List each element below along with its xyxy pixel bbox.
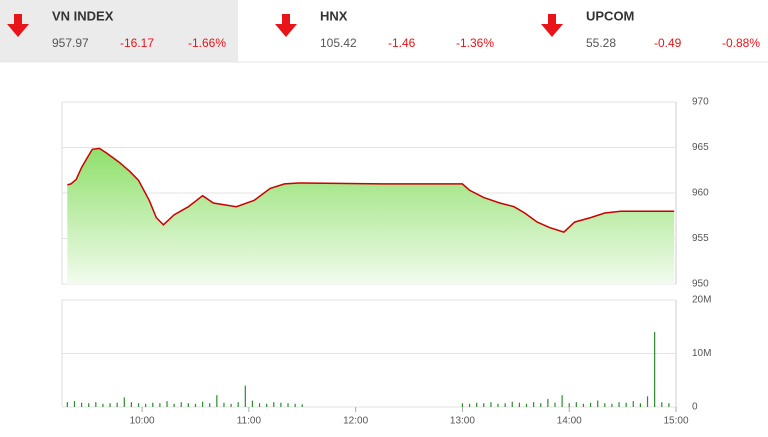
down-arrow xyxy=(7,14,29,37)
volume-bar xyxy=(518,402,520,407)
volume-bar xyxy=(287,403,289,407)
volume-bar xyxy=(554,402,556,407)
volume-bar xyxy=(159,403,161,407)
volume-bar xyxy=(102,403,104,407)
volume-bar xyxy=(187,403,189,407)
volume-bar xyxy=(625,402,627,407)
volume-bar xyxy=(244,385,246,407)
volume-bar xyxy=(618,402,620,407)
volume-bar xyxy=(294,403,296,407)
y-tick-label: 965 xyxy=(692,142,709,153)
volume-bar xyxy=(209,403,211,407)
price-line xyxy=(67,147,675,233)
index-name: UPCOM xyxy=(586,8,634,23)
volume-bar xyxy=(88,403,90,407)
volume-bar xyxy=(130,402,133,407)
index-value: 55.28 xyxy=(586,36,616,50)
volume-bar xyxy=(561,395,563,407)
volume-bar xyxy=(123,397,125,407)
y-tick-label: 960 xyxy=(692,188,709,199)
volume-bar xyxy=(476,402,478,407)
volume-bar xyxy=(525,403,528,407)
volume-bar xyxy=(95,402,97,407)
volume-bar xyxy=(280,402,282,407)
volume-bar xyxy=(80,402,83,407)
volume-bar xyxy=(604,403,606,407)
volume-bar xyxy=(668,403,670,407)
index-change: -1.46 xyxy=(388,36,416,50)
volume-bar xyxy=(661,402,663,407)
volume-bar xyxy=(180,402,182,407)
volume-bar xyxy=(547,398,549,407)
y-tick-label: 10M xyxy=(692,348,711,359)
volume-bar xyxy=(483,403,485,407)
volume-bar xyxy=(611,403,613,407)
volume-bar xyxy=(230,403,232,407)
index-percent: -1.36% xyxy=(456,36,494,50)
volume-bar xyxy=(597,400,599,407)
volume-bar xyxy=(73,401,76,407)
x-tick-label: 15:00 xyxy=(663,416,688,427)
y-tick-label: 950 xyxy=(692,279,709,290)
index-name: HNX xyxy=(320,8,348,23)
y-tick-label: 20M xyxy=(692,295,711,306)
volume-bar xyxy=(632,401,634,407)
volume-bar xyxy=(166,401,168,407)
index-change: -0.49 xyxy=(654,36,682,50)
volume-bar xyxy=(216,395,218,407)
index-value: 105.42 xyxy=(320,36,357,50)
volume-bar xyxy=(258,403,261,407)
volume-bar xyxy=(194,403,197,407)
index-percent: -1.66% xyxy=(188,36,226,50)
active-tile[interactable] xyxy=(0,0,238,62)
volume-bar xyxy=(145,403,147,407)
volume-bar xyxy=(568,403,570,407)
volume-bar xyxy=(646,396,649,407)
volume-bar xyxy=(137,403,140,407)
volume-bar xyxy=(654,332,656,407)
volume-bar xyxy=(273,402,275,407)
volume-bar xyxy=(66,402,68,407)
volume-bar xyxy=(461,403,464,407)
volume-bar xyxy=(497,403,499,407)
volume-bar xyxy=(533,402,535,407)
volume-bar xyxy=(116,402,118,407)
volume-bar xyxy=(152,402,154,407)
volume-bar xyxy=(301,404,303,407)
volume-bar xyxy=(201,401,204,407)
index-percent: -0.88% xyxy=(722,36,760,50)
volume-bar xyxy=(468,403,471,407)
volume-bar xyxy=(511,401,513,407)
volume-bar xyxy=(223,402,225,407)
volume-bar xyxy=(575,402,577,407)
x-tick-label: 13:00 xyxy=(450,416,475,427)
x-tick-label: 14:00 xyxy=(557,416,582,427)
volume-bar xyxy=(589,402,592,407)
volume-bar xyxy=(237,402,239,407)
index-name: VN INDEX xyxy=(52,8,114,23)
down-arrow xyxy=(275,14,297,37)
volume-bar xyxy=(582,403,585,407)
y-tick-label: 955 xyxy=(692,233,709,244)
x-tick-label: 12:00 xyxy=(343,416,368,427)
volume-bar xyxy=(251,400,254,407)
x-tick-label: 10:00 xyxy=(130,416,155,427)
volume-bar xyxy=(109,403,111,407)
volume-bar xyxy=(266,403,268,407)
volume-bar xyxy=(540,403,542,407)
index-value: 957.97 xyxy=(52,36,89,50)
volume-bar xyxy=(173,403,175,407)
y-tick-label: 970 xyxy=(692,97,709,108)
volume-bar xyxy=(639,403,642,407)
down-arrow xyxy=(541,14,563,37)
x-tick-label: 11:00 xyxy=(237,416,262,427)
volume-bar xyxy=(490,402,492,407)
y-tick-label: 0 xyxy=(692,402,698,413)
volume-bar xyxy=(504,403,506,407)
area xyxy=(67,148,675,284)
index-change: -16.17 xyxy=(120,36,154,50)
